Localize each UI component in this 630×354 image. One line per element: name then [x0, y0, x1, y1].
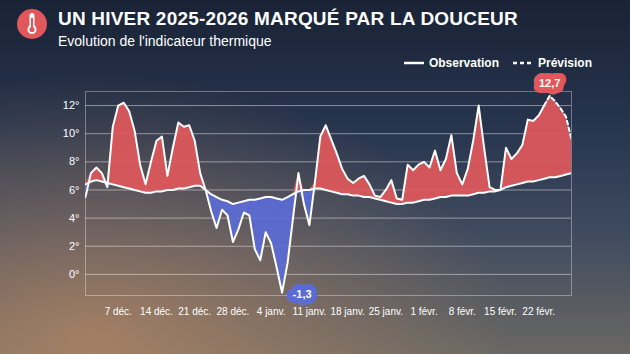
svg-text:4°: 4° [69, 212, 80, 224]
svg-text:8 févr.: 8 févr. [449, 306, 476, 317]
svg-text:14 déc.: 14 déc. [140, 306, 173, 317]
svg-text:6°: 6° [69, 184, 80, 196]
svg-text:15 févr.: 15 févr. [484, 306, 517, 317]
svg-text:18 janv.: 18 janv. [330, 306, 364, 317]
svg-text:11 janv.: 11 janv. [293, 306, 327, 317]
svg-text:7 déc.: 7 déc. [105, 306, 132, 317]
svg-text:1 févr.: 1 févr. [410, 306, 437, 317]
html-text:UN HIVER 2025-2026 MARQUÉ PAR: UN HIVER 2025-2026 MARQUÉ PAR LA DOUCEUR [58, 8, 518, 29]
svg-text:8°: 8° [69, 155, 80, 167]
html-text:Observation: Observation [428, 56, 499, 70]
svg-text:12,7: 12,7 [539, 77, 560, 89]
svg-text:25 janv.: 25 janv. [369, 306, 403, 317]
html-text:Prévision: Prévision [538, 56, 592, 70]
html-text:Evolution de l'indicateur ther: Evolution de l'indicateur thermique [58, 33, 272, 49]
svg-text:-1,3: -1,3 [293, 288, 312, 300]
svg-text:10°: 10° [63, 127, 80, 139]
svg-text:22 févr.: 22 févr. [522, 306, 555, 317]
svg-text:0°: 0° [69, 268, 80, 280]
svg-text:12°: 12° [63, 99, 80, 111]
svg-text:21 déc.: 21 déc. [178, 306, 211, 317]
svg-text:2°: 2° [69, 240, 80, 252]
svg-text:4 janv.: 4 janv. [257, 306, 286, 317]
svg-text:28 déc.: 28 déc. [217, 306, 250, 317]
